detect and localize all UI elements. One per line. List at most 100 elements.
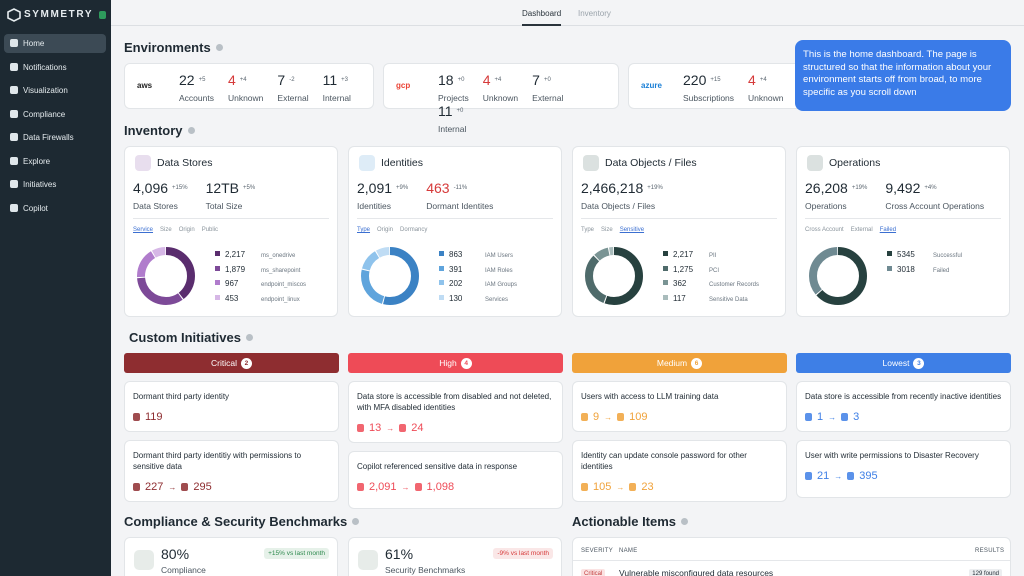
initiative-title: Data store is accessible from recently i… bbox=[805, 392, 1002, 401]
env-stat-value: 220 bbox=[683, 72, 707, 88]
env-stat: 4 +4 Unknown bbox=[748, 72, 783, 103]
initiative-card[interactable]: Data store is accessible from disabled a… bbox=[348, 381, 563, 443]
nav-item[interactable]: Compliance bbox=[4, 105, 106, 124]
env-stat-value-row: 7 +0 bbox=[532, 72, 563, 90]
filter-tab[interactable]: Failed bbox=[879, 227, 897, 233]
section-title-text: Inventory bbox=[124, 123, 183, 138]
legend-row: 130 Services bbox=[439, 294, 559, 303]
stats-row: 26,208 +19% Operations 9,492 +4% Cross Accoun… bbox=[805, 180, 1002, 211]
legend-swatch bbox=[439, 251, 444, 256]
filters: Type Size Sensitive bbox=[581, 227, 651, 233]
legend-value: 362 bbox=[673, 279, 687, 288]
count-icon bbox=[617, 413, 625, 421]
nav-label: Visualization bbox=[23, 86, 68, 95]
initiative-card[interactable]: Copilot referenced sensitive data in res… bbox=[348, 451, 563, 509]
stat-value-row: 463 -11% bbox=[426, 180, 493, 198]
initiative-card[interactable]: Dormant third party identitiy with permi… bbox=[124, 440, 339, 502]
nav-item[interactable]: Home bbox=[4, 34, 106, 53]
nav-item[interactable]: Data Firewalls bbox=[4, 128, 106, 147]
initiative-card[interactable]: Identity can update console password for… bbox=[572, 440, 787, 502]
env-stat-value-row: 4 +4 bbox=[748, 72, 783, 90]
stat-value: 4,096 bbox=[133, 180, 169, 196]
filter-tab[interactable]: Size bbox=[160, 227, 172, 233]
filter-tab[interactable]: Sensitive bbox=[619, 227, 645, 233]
info-dot bbox=[215, 44, 223, 51]
count-to: 23 bbox=[641, 481, 654, 493]
benchmark-value: 80% bbox=[161, 546, 190, 562]
column-count: 2 bbox=[240, 358, 252, 369]
filter-tab[interactable]: Service bbox=[133, 227, 154, 233]
benchmark-icon bbox=[134, 550, 154, 570]
legend-row: 5345 Successful bbox=[887, 250, 1007, 259]
env-stat-delta: +4 bbox=[239, 77, 247, 83]
env-stat-value-row: 22 +5 bbox=[179, 72, 214, 90]
donut-segment bbox=[585, 247, 643, 305]
initiative-counts: 2,091 → 1,098 bbox=[357, 481, 554, 493]
tab[interactable]: Inventory bbox=[578, 9, 611, 18]
filter-tab[interactable]: Dormancy bbox=[400, 227, 428, 233]
nav-item[interactable]: Visualization bbox=[4, 81, 106, 100]
filter-tab[interactable]: Type bbox=[581, 227, 595, 233]
tab[interactable]: Dashboard bbox=[522, 9, 562, 26]
filter-tab[interactable]: Public bbox=[201, 227, 219, 233]
column-header: High 4 bbox=[348, 353, 563, 373]
count-to: 109 bbox=[629, 411, 648, 423]
stat-label: Data Objects / Files bbox=[581, 201, 656, 211]
arrow: → bbox=[828, 413, 837, 422]
legend-name: Sensitive Data bbox=[709, 296, 748, 303]
info-dot bbox=[352, 518, 360, 525]
table-header: NAME bbox=[619, 548, 638, 554]
section-title-text: Custom Initiatives bbox=[129, 330, 241, 345]
nav-item[interactable]: Notifications bbox=[4, 58, 106, 77]
legend-row: 362 Customer Records bbox=[663, 279, 783, 288]
initiative-column: Critical 2 Dormant third party identity 119… bbox=[124, 353, 339, 502]
legend-name: PII bbox=[709, 253, 717, 259]
legend-row: 3018 Failed bbox=[887, 265, 1007, 274]
initiative-card[interactable]: Data store is accessible from recently i… bbox=[796, 381, 1011, 432]
filter-tab[interactable]: Origin bbox=[377, 227, 394, 233]
inventory-stat: 463 -11% Dormant Identites bbox=[426, 180, 493, 211]
card-icon bbox=[359, 155, 375, 171]
env-stat-value-row: 11 +3 bbox=[323, 72, 351, 90]
inventory-stat: 9,492 +4% Cross Account Operations bbox=[885, 180, 984, 211]
nav-item[interactable]: Initiatives bbox=[4, 175, 106, 194]
filter-tab[interactable]: External bbox=[850, 227, 873, 233]
env-stat-delta: -2 bbox=[289, 77, 295, 83]
stats-row: 2,466,218 +19% Data Objects / Files bbox=[581, 180, 681, 211]
initiative-card[interactable]: Users with access to LLM training data 9 →… bbox=[572, 381, 787, 432]
card-title: Data Stores bbox=[157, 157, 213, 169]
filter-tab[interactable]: Size bbox=[601, 227, 613, 233]
benchmark-delta: +15% vs last month bbox=[264, 548, 329, 559]
count-icon bbox=[133, 483, 140, 491]
legend-name: IAM Groups bbox=[485, 282, 518, 288]
donut-segment bbox=[809, 247, 867, 305]
donut-segment bbox=[361, 247, 419, 305]
stat-label: Total Size bbox=[205, 201, 243, 211]
column-name: Medium bbox=[656, 358, 688, 368]
env-stat-value: 11 bbox=[438, 103, 453, 119]
count-icon bbox=[805, 472, 812, 480]
stat-value-row: 26,208 +19% bbox=[805, 180, 867, 198]
section-title-text: Compliance & Security Benchmarks bbox=[124, 514, 348, 529]
column-count: 6 bbox=[691, 358, 703, 369]
inventory-stat: 26,208 +19% Operations bbox=[805, 180, 867, 211]
env-stat-label: Unknown bbox=[748, 93, 784, 103]
initiative-card[interactable]: Dormant third party identity 119 bbox=[124, 381, 339, 432]
tooltip: This is the home dashboard. The page is … bbox=[795, 40, 1011, 111]
legend-name: IAM Users bbox=[485, 253, 514, 259]
legend-value: 967 bbox=[225, 279, 239, 288]
legend-row: 1,879 ms_sharepoint bbox=[215, 265, 335, 274]
filter-tab[interactable]: Cross Account bbox=[805, 227, 844, 233]
nav-item[interactable]: Copilot bbox=[4, 199, 106, 218]
filter-tab[interactable]: Type bbox=[357, 227, 371, 233]
env-stat-value: 7 bbox=[277, 72, 286, 88]
initiative-title: Identity can update console password for… bbox=[581, 451, 747, 471]
inventory-stat: 4,096 +15% Data Stores bbox=[133, 180, 188, 211]
filter-tab[interactable]: Origin bbox=[178, 227, 195, 233]
env-stat: 18 +0 Projects bbox=[438, 72, 469, 103]
nav-icon bbox=[10, 109, 18, 118]
provider-logo: gcp bbox=[396, 81, 411, 90]
nav-item[interactable]: Explore bbox=[4, 152, 106, 171]
inventory-card: Identities 2,091 +9% Identities 463 -11% Dorma… bbox=[348, 146, 562, 317]
initiative-card[interactable]: User with write permissions to Disaster … bbox=[796, 440, 1011, 498]
